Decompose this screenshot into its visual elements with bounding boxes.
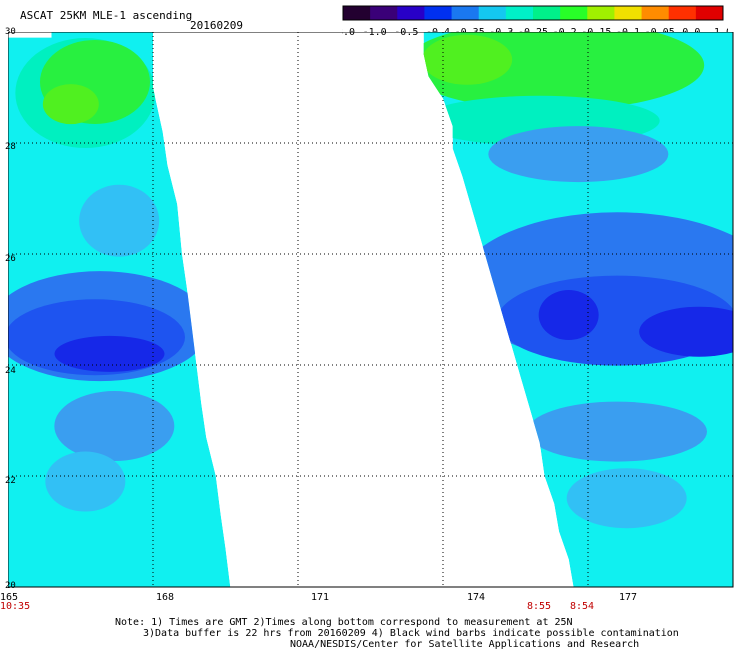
note-line-1: Note: 1) Times are GMT 2)Times along bot… bbox=[115, 617, 573, 628]
swath-left-gap bbox=[8, 32, 52, 38]
lat-label-22: 22 bbox=[5, 476, 16, 486]
lon-label-174: 174 bbox=[467, 592, 486, 603]
swath-right-light-lower bbox=[527, 401, 707, 462]
color-scale-swatch bbox=[424, 6, 453, 20]
lon-label-168: 168 bbox=[156, 592, 175, 603]
lat-label-20: 20 bbox=[5, 581, 16, 591]
color-scale-swatch bbox=[451, 6, 480, 20]
swath-left-cyan-lower bbox=[45, 451, 126, 512]
color-scale-swatch bbox=[343, 6, 371, 20]
color-scale-swatch bbox=[397, 6, 425, 20]
note-line-3: NOAA/NESDIS/Center for Satellite Applica… bbox=[290, 639, 640, 650]
swath-right-lime bbox=[422, 34, 513, 85]
color-scale-swatch bbox=[587, 6, 615, 20]
swath-left-cyan-blue bbox=[79, 184, 160, 257]
swath-right-light-blue bbox=[488, 126, 669, 183]
color-scale-swatch bbox=[533, 6, 561, 20]
pass-time-right-a: 8:55 bbox=[527, 601, 552, 612]
swath-left-dark-blue bbox=[54, 335, 165, 372]
color-scale-swatch bbox=[695, 6, 724, 20]
pass-time-left: 10:35 bbox=[0, 601, 31, 612]
color-scale-swatch bbox=[505, 6, 534, 20]
lat-label-28: 28 bbox=[5, 142, 16, 152]
swath-right-cyan-lower bbox=[566, 468, 687, 529]
color-scale-swatch bbox=[614, 6, 643, 20]
pass-time-right-b: 8:54 bbox=[570, 601, 595, 612]
color-scale-swatch bbox=[560, 6, 588, 20]
lat-label-26: 26 bbox=[5, 254, 16, 264]
lat-label-24: 24 bbox=[5, 366, 16, 376]
note-line-2: 3)Data buffer is 22 hrs from 20160209 4)… bbox=[143, 628, 679, 639]
lon-label-165: 165 bbox=[0, 592, 19, 603]
plot-title: ASCAT 25KM MLE-1 ascending bbox=[20, 9, 193, 22]
swath-left-lime bbox=[42, 84, 99, 125]
swath-right-dark-blue bbox=[639, 306, 733, 357]
lon-label-171: 171 bbox=[311, 592, 330, 603]
lat-label-30: 30 bbox=[5, 27, 16, 37]
color-scale-swatch bbox=[641, 6, 670, 20]
map-frame bbox=[8, 32, 734, 588]
swath-left-light-blue bbox=[54, 391, 175, 462]
color-scale-swatch bbox=[668, 6, 697, 20]
swath-right-dark-blue-2 bbox=[538, 290, 599, 341]
color-scale-swatch bbox=[370, 6, 398, 20]
lon-label-177: 177 bbox=[619, 592, 638, 603]
plot-date: 20160209 bbox=[190, 19, 243, 32]
color-scale-swatch bbox=[478, 6, 507, 20]
wind-map bbox=[8, 32, 734, 588]
